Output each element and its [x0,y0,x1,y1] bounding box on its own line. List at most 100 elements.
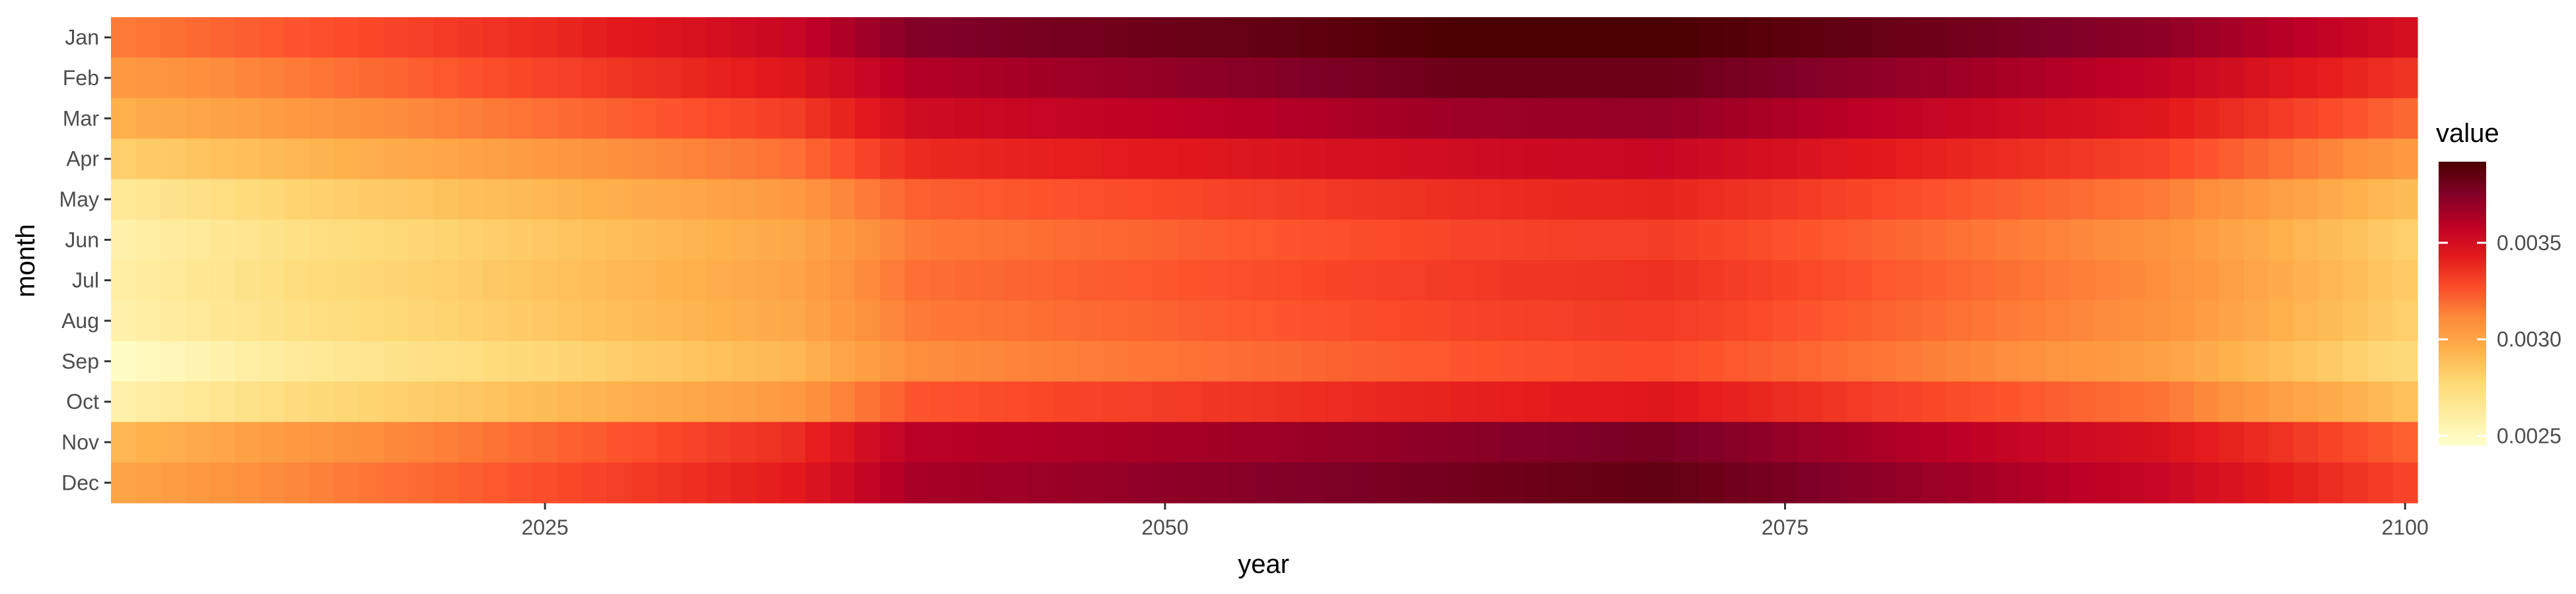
heatmap-cell [1425,57,1451,99]
heatmap-cell [1598,422,1625,463]
heatmap-cell [458,422,483,463]
heatmap-cell [1723,341,1748,382]
heatmap-cell [2021,219,2046,261]
heatmap-cell [1102,98,1129,139]
heatmap-cell [2120,57,2145,99]
heatmap-cell [582,341,608,382]
heatmap-cell [880,17,906,58]
heatmap-cell [1698,219,1724,261]
heatmap-cell [1326,422,1352,463]
heatmap-cell [532,462,558,504]
heatmap-cell [1227,139,1252,180]
heatmap-cell [1003,98,1029,139]
heatmap-cell [2045,219,2071,261]
heatmap-cell [507,422,533,463]
heatmap-cell [1227,260,1252,301]
heatmap-cell [408,139,434,180]
heatmap-cell [135,179,161,220]
heatmap-cell [1649,139,1674,180]
heatmap-cell [2244,179,2270,220]
heatmap-cell [1153,462,1178,504]
heatmap-cell [954,219,980,261]
heatmap-cell [284,462,310,504]
heatmap-cell [731,422,756,463]
heatmap-cell [2392,57,2418,99]
heatmap-cell [929,57,955,99]
heatmap-cell [1351,300,1377,342]
heatmap-cell [1574,17,1600,58]
heatmap-cell [1127,179,1153,220]
heatmap-cell [260,179,285,220]
heatmap-cell [1127,381,1153,422]
heatmap-cell [582,139,608,180]
heatmap-cell [929,139,955,180]
heatmap-cell [1425,139,1451,180]
heatmap-cell [631,260,657,301]
y-tick-label-feb: Feb [63,66,99,90]
heatmap-cell [135,300,161,342]
heatmap-cell [631,300,657,342]
heatmap-cell [1698,57,1724,99]
heatmap-cell [433,300,459,342]
heatmap-cell [557,139,583,180]
heatmap-cell [1475,462,1501,504]
heatmap-cell [260,422,285,463]
heatmap-cell [1847,219,1873,261]
heatmap-cell [1053,219,1079,261]
color-legend: value 0.0025 0.0030 0.0035 [2436,119,2561,447]
heatmap-cell [1822,462,1847,504]
heatmap-cell [1400,219,1426,261]
heatmap-cell [631,381,657,422]
heatmap-cell [2021,98,2046,139]
heatmap-cell [135,139,161,180]
heatmap-cell [210,57,236,99]
heatmap-cell [2094,57,2121,99]
heatmap-cell [1351,57,1377,99]
heatmap-cell [1102,17,1129,58]
heatmap-cell [1028,300,1054,342]
heatmap-cell [904,98,930,139]
heatmap-cell [359,219,384,261]
heatmap-cell [1400,17,1426,58]
heatmap-cell [234,341,260,382]
heatmap-cell [1301,300,1327,342]
heatmap-cell [1450,341,1476,382]
heatmap-cell [1227,462,1252,504]
heatmap-cell [185,98,211,139]
heatmap-cell [359,57,384,99]
heatmap-cell [483,341,509,382]
heatmap-cell [185,17,211,58]
heatmap-cell [384,57,410,99]
heatmap-cell [1153,17,1178,58]
heatmap-cell [855,57,880,99]
legend-tick-label: 0.0035 [2497,231,2561,255]
heatmap-cell [234,98,260,139]
heatmap-cell [2318,422,2343,463]
heatmap-cell [384,341,410,382]
heatmap-cell [1425,17,1451,58]
y-tick-label-dec: Dec [61,471,99,494]
heatmap-cell [1326,260,1352,301]
heatmap-cell [1127,341,1153,382]
heatmap-cell [557,57,583,99]
heatmap-cell [1598,17,1625,58]
heatmap-cell [1102,179,1129,220]
heatmap-cell [631,341,657,382]
heatmap-cell [1276,179,1302,220]
heatmap-cell [2392,381,2418,422]
heatmap-cell [260,17,285,58]
heatmap-cell [1673,462,1699,504]
heatmap-cell [2070,179,2096,220]
heatmap-cell [855,219,880,261]
heatmap-cell [1772,179,1798,220]
heatmap-cell [2367,422,2394,463]
heatmap-cell [2045,139,2071,180]
heatmap-cell [1326,300,1352,342]
heatmap-cell [334,341,360,382]
heatmap-cell [2219,98,2244,139]
heatmap-cell [929,341,955,382]
heatmap-cell [954,139,980,180]
heatmap-cell [1772,300,1798,342]
heatmap-cell [1946,57,1972,99]
heatmap-cell [557,260,583,301]
